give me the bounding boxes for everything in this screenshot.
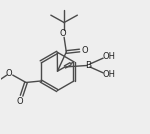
Text: B: B <box>85 61 92 70</box>
Text: OH: OH <box>103 52 116 61</box>
Text: O: O <box>17 97 23 106</box>
Text: OH: OH <box>103 70 116 79</box>
Text: O: O <box>5 69 12 78</box>
Text: O: O <box>81 46 88 55</box>
Text: O: O <box>59 29 66 38</box>
